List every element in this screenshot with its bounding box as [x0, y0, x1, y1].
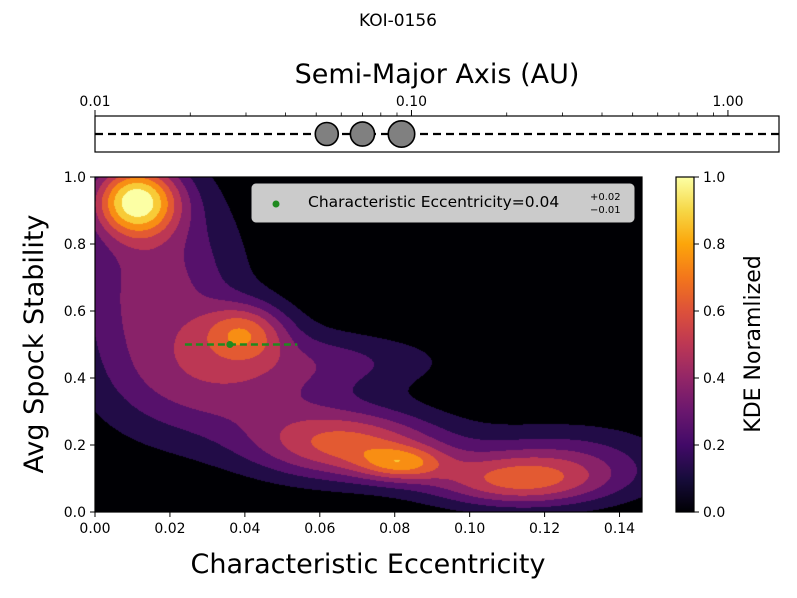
colorbar-tick-label: 0.6	[703, 304, 725, 320]
top-tick-label: 0.10	[396, 94, 427, 110]
legend-box	[251, 183, 635, 223]
eccentricity-marker	[184, 341, 298, 348]
top-axis-title: Semi-Major Axis (AU)	[295, 59, 580, 90]
y-tick-label: 0.8	[64, 237, 86, 253]
legend-marker	[272, 200, 280, 208]
x-tick-label: 0.02	[154, 521, 185, 537]
x-tick-label: 0.06	[304, 521, 335, 537]
legend: Characteristic Eccentricity=0.04 +0.02 −…	[251, 183, 635, 223]
x-axis-label: Characteristic Eccentricity	[191, 549, 546, 580]
x-tick-label: 0.08	[379, 521, 410, 537]
x-axis-ticks: 0.00 0.02 0.04 0.06 0.08 0.10 0.12 0.14	[79, 512, 635, 537]
y-axis-ticks: 0.0 0.2 0.4 0.6 0.8 1.0	[64, 170, 95, 521]
y-tick-label: 0.2	[64, 438, 86, 454]
colorbar: 0.0 0.2 0.4 0.6 0.8 1.0 KDE Noramlized	[675, 170, 766, 521]
legend-superscript: +0.02	[590, 192, 621, 203]
y-tick-label: 0.4	[64, 371, 86, 387]
figure-title: KOI-0156	[359, 11, 437, 31]
planet-1	[314, 121, 340, 147]
planets	[314, 119, 416, 149]
colorbar-tick-label: 0.4	[703, 371, 725, 387]
kde-panel: Characteristic Eccentricity=0.04 +0.02 −…	[19, 170, 643, 580]
colorbar-ticks: 0.0 0.2 0.4 0.6 0.8 1.0	[694, 170, 725, 521]
x-tick-label: 0.00	[79, 521, 110, 537]
planet-2	[349, 121, 376, 147]
y-tick-label: 1.0	[64, 170, 86, 186]
legend-label: Characteristic Eccentricity=0.04	[308, 193, 559, 211]
top-axis-ticks: 0.01 0.10 1.00	[79, 94, 744, 116]
colorbar-gradient	[675, 176, 695, 513]
kde-contour-fill	[95, 177, 642, 512]
plot-frame	[94, 176, 643, 513]
y-axis-label: Avg Spock Stability	[19, 215, 50, 474]
y-tick-label: 0.6	[64, 304, 86, 320]
top-tick-label: 0.01	[79, 94, 110, 110]
eccentricity-point	[226, 341, 234, 348]
legend-subscript: −0.01	[590, 205, 621, 216]
x-tick-label: 0.04	[229, 521, 260, 537]
x-tick-label: 0.14	[604, 521, 635, 537]
x-tick-label: 0.10	[454, 521, 485, 537]
planet-3	[387, 119, 416, 149]
colorbar-tick-label: 0.2	[703, 438, 725, 454]
y-tick-label: 0.0	[64, 505, 86, 521]
colorbar-tick-label: 0.0	[703, 505, 725, 521]
colorbar-tick-label: 1.0	[703, 170, 725, 186]
colorbar-label: KDE Noramlized	[741, 255, 766, 432]
semi-major-axis-panel: Semi-Major Axis (AU) 0.01 0.10 1.00	[79, 59, 780, 153]
x-tick-label: 0.12	[529, 521, 560, 537]
top-tick-label: 1.00	[712, 94, 743, 110]
colorbar-tick-label: 0.8	[703, 237, 725, 253]
